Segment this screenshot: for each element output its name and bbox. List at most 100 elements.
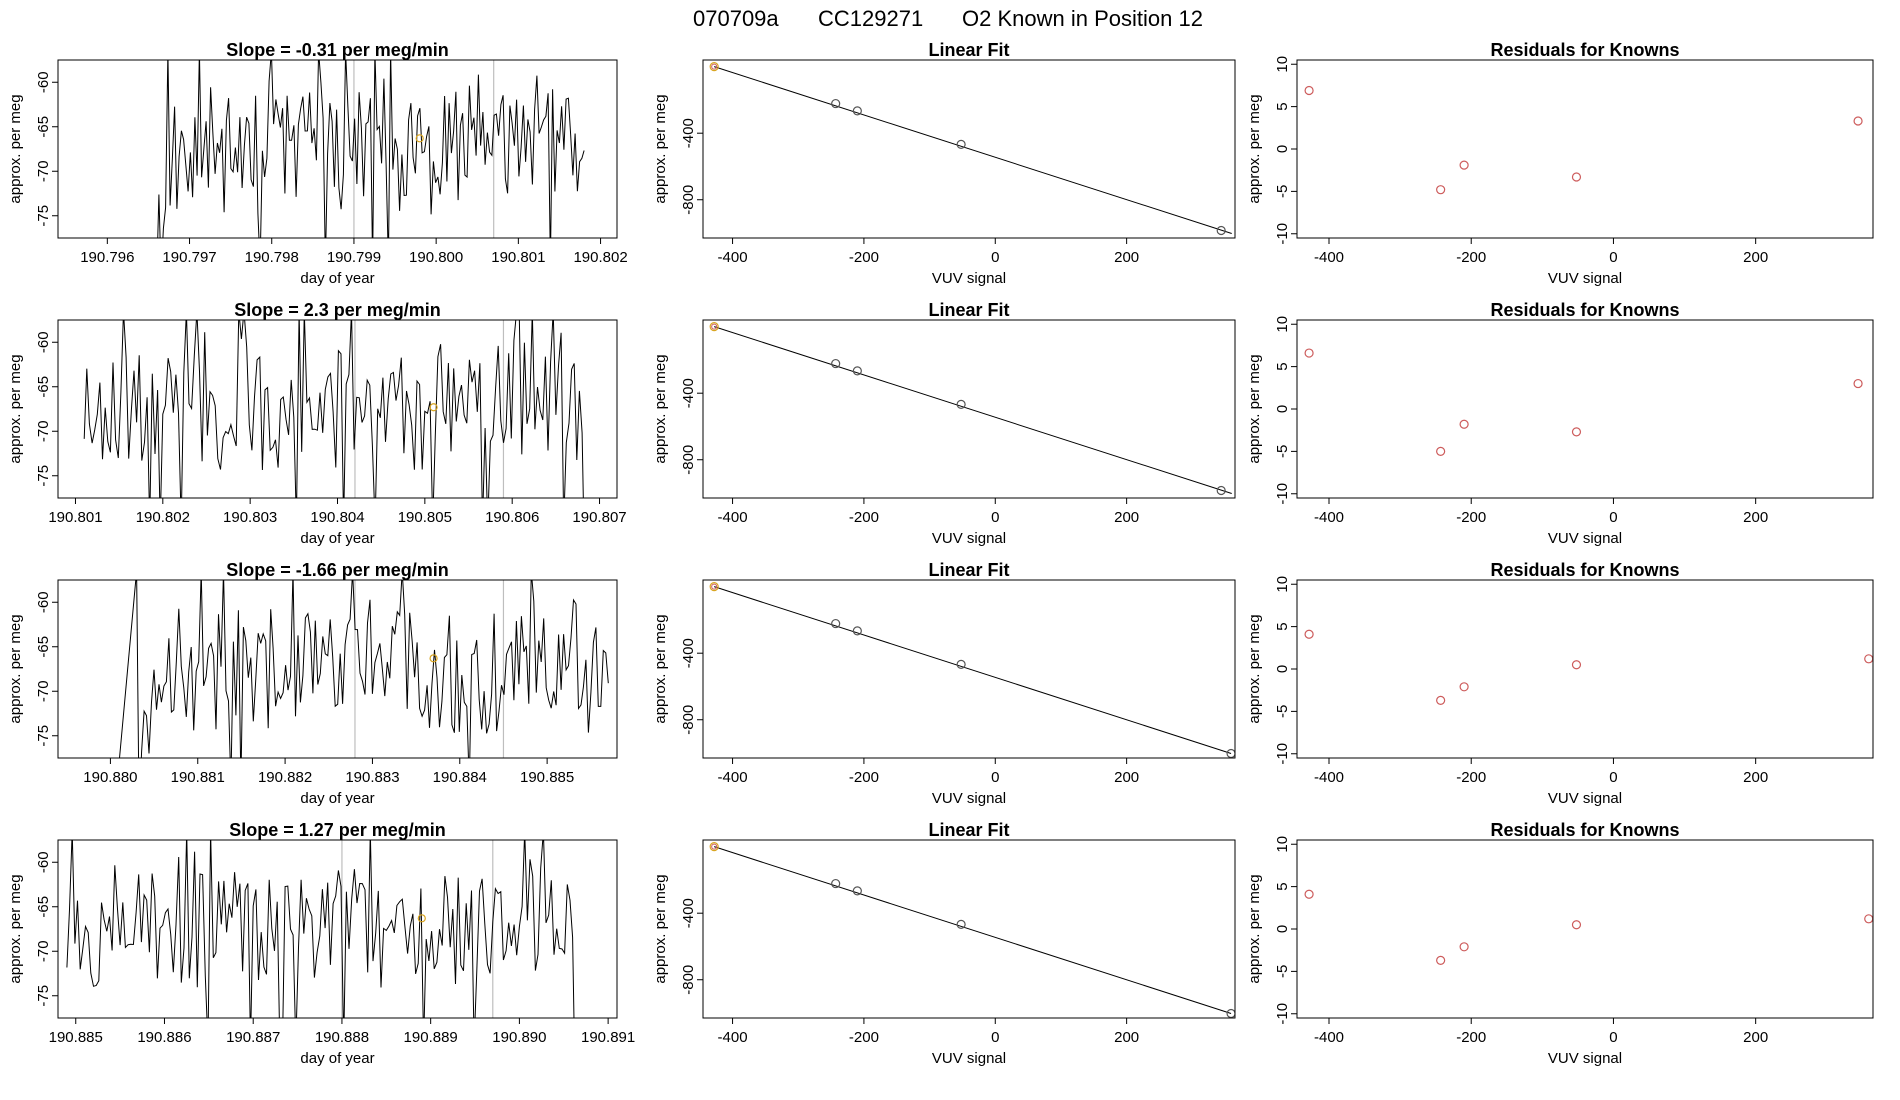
y-tick-label: -400 <box>680 378 697 408</box>
y-tick-label: -400 <box>680 638 697 668</box>
chart-panel: Linear Fit -400 -200 0 200 -800 -400 VUV signal… <box>652 560 1236 807</box>
plot-area <box>157 60 585 238</box>
plot-area <box>83 320 584 498</box>
y-tick-label: 5 <box>1274 102 1291 110</box>
y-axis-label: approx. per meg <box>7 354 24 463</box>
data-point <box>1571 920 1582 930</box>
y-tick-label: -800 <box>680 185 697 215</box>
y-axis-label: approx. per meg <box>1246 354 1263 463</box>
panel-grid: Slope = -0.31 per meg/min 190.796 190.797 1… <box>7 40 1874 1067</box>
plot-area <box>709 322 1232 496</box>
fit-line <box>714 846 1232 1014</box>
x-tick-label: 190.798 <box>245 249 299 266</box>
x-tick-label: 190.885 <box>49 1029 103 1046</box>
y-tick-label: -60 <box>35 331 52 353</box>
x-tick-label: -400 <box>718 1029 748 1046</box>
x-tick-label: 190.882 <box>258 769 312 786</box>
plot-frame <box>57 839 618 1019</box>
panel-title: Residuals for Knowns <box>1490 820 1679 840</box>
plot-frame <box>57 319 618 499</box>
y-tick-label: -60 <box>35 71 52 93</box>
y-tick-label: -75 <box>35 985 52 1007</box>
y-tick-label: -60 <box>35 591 52 613</box>
known-marker <box>429 403 438 412</box>
y-tick-label: -70 <box>35 160 52 182</box>
y-tick-label: -60 <box>35 851 52 873</box>
y-tick-label: -5 <box>1274 965 1291 978</box>
chart-panel: Residuals for Knowns -400 -200 0 200 -10 -5 0 5 1… <box>1246 300 1874 547</box>
y-axis-label: approx. per meg <box>652 874 669 983</box>
chart-panel: Residuals for Knowns -400 -200 0 200 -10 -5 0 5 1… <box>1246 560 1874 807</box>
x-tick-label: -400 <box>1314 249 1344 266</box>
x-axis-label: VUV signal <box>1548 1050 1622 1067</box>
data-point <box>956 399 966 409</box>
x-tick-label: 190.805 <box>398 509 452 526</box>
fit-line <box>714 586 1232 754</box>
x-tick-label: 190.891 <box>581 1029 635 1046</box>
data-point <box>1864 654 1873 664</box>
panel-title: Slope = 1.27 per meg/min <box>229 820 446 840</box>
x-tick-label: 0 <box>1609 1029 1617 1046</box>
plot-frame <box>1296 579 1874 759</box>
y-tick-label: -65 <box>35 636 52 658</box>
x-tick-label: 0 <box>1609 509 1617 526</box>
plot-area <box>66 840 575 1018</box>
data-point <box>1571 427 1582 437</box>
data-point <box>1459 160 1469 170</box>
panel-title: Residuals for Knowns <box>1490 40 1679 60</box>
x-tick-label: -400 <box>718 769 748 786</box>
data-point <box>709 322 719 332</box>
x-tick-label: 0 <box>1609 769 1617 786</box>
y-tick-label: -5 <box>1274 185 1291 198</box>
plot-frame <box>702 319 1236 499</box>
data-point <box>1304 629 1314 639</box>
x-tick-label: 190.881 <box>171 769 225 786</box>
plot-frame <box>1296 59 1874 239</box>
x-tick-label: 190.803 <box>223 509 277 526</box>
x-axis-label: day of year <box>300 530 374 547</box>
x-axis-label: VUV signal <box>932 790 1006 807</box>
data-point <box>831 878 841 889</box>
x-axis-label: VUV signal <box>932 270 1006 287</box>
x-axis-label: VUV signal <box>932 1050 1006 1067</box>
data-point <box>709 842 719 852</box>
y-tick-label: -10 <box>1274 483 1291 505</box>
y-tick-label: -800 <box>680 965 697 995</box>
x-tick-label: 0 <box>991 509 999 526</box>
plot-area <box>1304 629 1873 705</box>
x-tick-label: 190.883 <box>345 769 399 786</box>
known-marker <box>415 134 424 143</box>
plot-frame <box>702 59 1236 239</box>
x-tick-label: -200 <box>849 509 879 526</box>
y-tick-label: 10 <box>1274 56 1291 73</box>
x-tick-label: 190.889 <box>404 1029 458 1046</box>
y-axis-label: approx. per meg <box>652 614 669 723</box>
x-tick-label: 190.802 <box>136 509 190 526</box>
plot-area <box>119 580 609 758</box>
data-point <box>1571 172 1582 182</box>
data-point <box>852 366 862 376</box>
x-axis-label: VUV signal <box>1548 270 1622 287</box>
y-tick-label: -400 <box>680 118 697 148</box>
y-tick-label: 0 <box>1274 145 1291 153</box>
x-tick-label: -200 <box>1456 1029 1486 1046</box>
x-axis-label: day of year <box>300 1050 374 1067</box>
plot-area <box>1304 85 1863 195</box>
x-tick-label: 190.801 <box>48 509 102 526</box>
panel-title: Slope = 2.3 per meg/min <box>234 300 441 320</box>
data-point <box>1459 682 1469 692</box>
plot-frame <box>1296 839 1874 1019</box>
figure-title-run: 070709a <box>693 6 779 31</box>
x-tick-label: -400 <box>1314 769 1344 786</box>
plot-frame <box>702 579 1236 759</box>
y-tick-label: -5 <box>1274 445 1291 458</box>
y-axis-label: approx. per meg <box>7 94 24 203</box>
x-tick-label: -400 <box>718 509 748 526</box>
chart-panel: Slope = 1.27 per meg/min 190.885 190.886 19… <box>7 820 635 1067</box>
y-tick-label: 5 <box>1274 622 1291 630</box>
x-tick-label: 0 <box>991 1029 999 1046</box>
data-point <box>1304 889 1314 899</box>
y-tick-label: -75 <box>35 205 52 227</box>
panel-title: Slope = -1.66 per meg/min <box>226 560 449 580</box>
x-tick-label: 190.890 <box>492 1029 546 1046</box>
